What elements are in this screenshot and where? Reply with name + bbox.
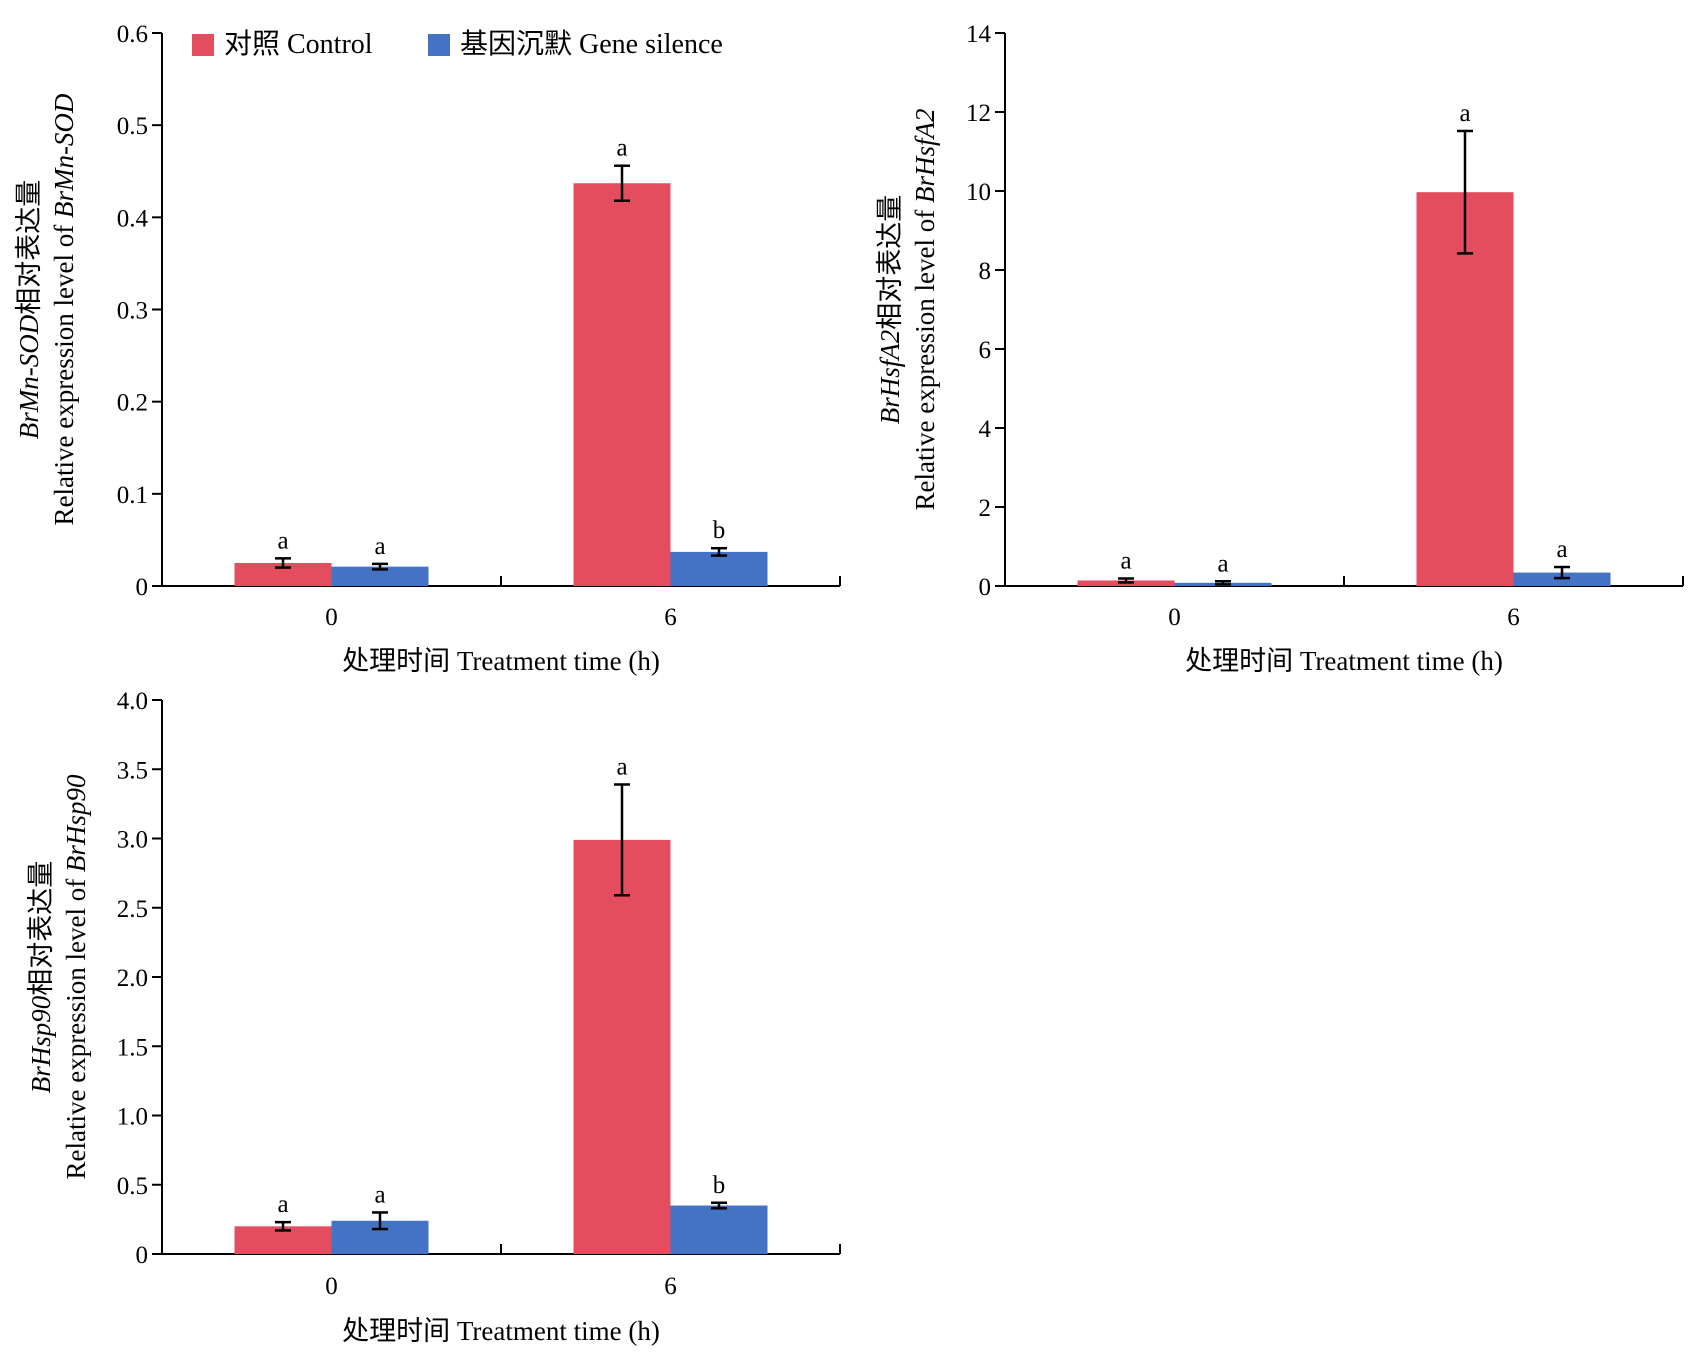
y-tick-label: 0.5 — [117, 113, 148, 140]
y-tick-label: 3.0 — [117, 827, 148, 854]
bar-control-6h — [1416, 192, 1514, 586]
y-axis-title-line1: BrHsfA2相对表达量 — [875, 195, 905, 425]
y-axis-title-en: Relative expression level of — [910, 203, 940, 510]
significance-letter: a — [1120, 547, 1131, 574]
legend-label-control: 对照 Control — [224, 28, 373, 60]
y-tick-label: 1.5 — [117, 1034, 148, 1061]
y-tick-label: 0 — [136, 1242, 149, 1269]
y-tick-label: 4.0 — [117, 688, 148, 715]
significance-letter: a — [277, 1191, 288, 1218]
bar-gene-silence-6h — [670, 1205, 768, 1254]
y-tick-label: 0.1 — [117, 482, 148, 509]
x-tick-label: 6 — [664, 1273, 677, 1300]
y-tick-label: 0.4 — [117, 205, 149, 232]
x-axis-title: 处理时间 Treatment time (h) — [342, 1316, 660, 1346]
legend-swatch-control — [192, 34, 214, 56]
y-tick-label: 0.6 — [117, 21, 148, 48]
y-tick-label: 0.5 — [117, 1173, 148, 1200]
y-tick-label: 0 — [136, 574, 149, 601]
x-tick-label: 6 — [1507, 604, 1520, 631]
significance-letter: a — [1459, 100, 1470, 127]
y-tick-label: 3.5 — [117, 757, 148, 784]
y-axis-title-en: Relative expression level of — [49, 218, 79, 525]
y-axis-title-en: Relative expression level of — [61, 872, 91, 1179]
significance-letter: a — [1556, 536, 1567, 563]
y-tick-label: 2.5 — [117, 896, 148, 923]
y-tick-label: 1.0 — [117, 1104, 148, 1131]
x-axis-title: 处理时间 Treatment time (h) — [342, 646, 660, 676]
significance-letter: a — [374, 533, 385, 560]
y-axis-title-line2: Relative expression level of BrHsp90 — [61, 774, 91, 1179]
bar-control-0h — [234, 562, 332, 586]
bar-control-6h — [573, 183, 671, 586]
y-axis-title-gene: BrHsfA2 — [910, 109, 940, 204]
legend-label-gene-silence: 基因沉默 Gene silence — [460, 28, 723, 60]
significance-letter: a — [277, 527, 288, 554]
y-axis-title-gene: BrMn-SOD — [49, 93, 79, 218]
bar-gene-silence-0h — [331, 566, 429, 586]
x-tick-label: 0 — [325, 1273, 338, 1300]
y-axis-title-cn: 相对表达量 — [875, 195, 905, 330]
y-tick-label: 6 — [979, 337, 992, 364]
y-tick-label: 10 — [966, 179, 991, 206]
y-axis-title-gene: BrHsp90 — [26, 995, 56, 1093]
significance-letter: a — [616, 753, 627, 780]
bar-gene-silence-6h — [670, 551, 768, 586]
significance-letter: b — [713, 1172, 726, 1199]
y-tick-label: 12 — [966, 100, 991, 127]
y-tick-label: 0 — [979, 574, 992, 601]
x-tick-label: 0 — [325, 604, 338, 631]
legend: 对照 Control 基因沉默 Gene silence — [192, 28, 723, 60]
y-tick-label: 14 — [966, 21, 992, 48]
significance-letter: a — [374, 1181, 385, 1208]
y-axis-title-cn: 相对表达量 — [26, 861, 56, 996]
x-axis-title: 处理时间 Treatment time (h) — [1185, 646, 1503, 676]
y-axis-title-line2: Relative expression level of BrHsfA2 — [910, 109, 940, 511]
bar-control-6h — [573, 839, 671, 1254]
chart-panel-2: 0 2 4 6 8 10 12 14 0 a a 6 a a 处理时间 Treatment time (h)… — [875, 21, 1684, 676]
y-axis-title-gene: BrMn-SOD — [14, 314, 44, 439]
y-axis-title-gene: BrHsp90 — [61, 774, 91, 872]
y-tick-label: 2 — [979, 495, 992, 522]
y-tick-label: 2.0 — [117, 965, 148, 992]
x-tick-label: 0 — [1168, 604, 1181, 631]
y-axis-title-cn: 相对表达量 — [14, 180, 44, 315]
x-tick-label: 6 — [664, 604, 677, 631]
y-axis-title-line2: Relative expression level of BrMn-SOD — [49, 93, 79, 525]
y-axis-title-gene: BrHsfA2 — [875, 330, 905, 425]
y-tick-label: 0.2 — [117, 390, 148, 417]
significance-letter: a — [616, 135, 627, 162]
y-axis-title-line1: BrHsp90相对表达量 — [26, 861, 56, 1094]
y-tick-label: 4 — [979, 416, 992, 443]
significance-letter: b — [713, 517, 726, 544]
y-axis-title-line1: BrMn-SOD相对表达量 — [14, 180, 44, 439]
legend-swatch-gene-silence — [428, 34, 450, 56]
y-tick-label: 0.3 — [117, 298, 148, 325]
y-tick-label: 8 — [979, 258, 992, 285]
significance-letter: a — [1217, 550, 1228, 577]
chart-panel-1: 0 0.1 0.2 0.3 0.4 0.5 0.6 0 a a 6 a b 处理时间 Treatment … — [14, 21, 841, 676]
chart-panel-3: 0 0.5 1.0 1.5 2.0 2.5 3.0 3.5 4.0 0 a a 6 a b 处理时间 Trea… — [26, 688, 841, 1346]
